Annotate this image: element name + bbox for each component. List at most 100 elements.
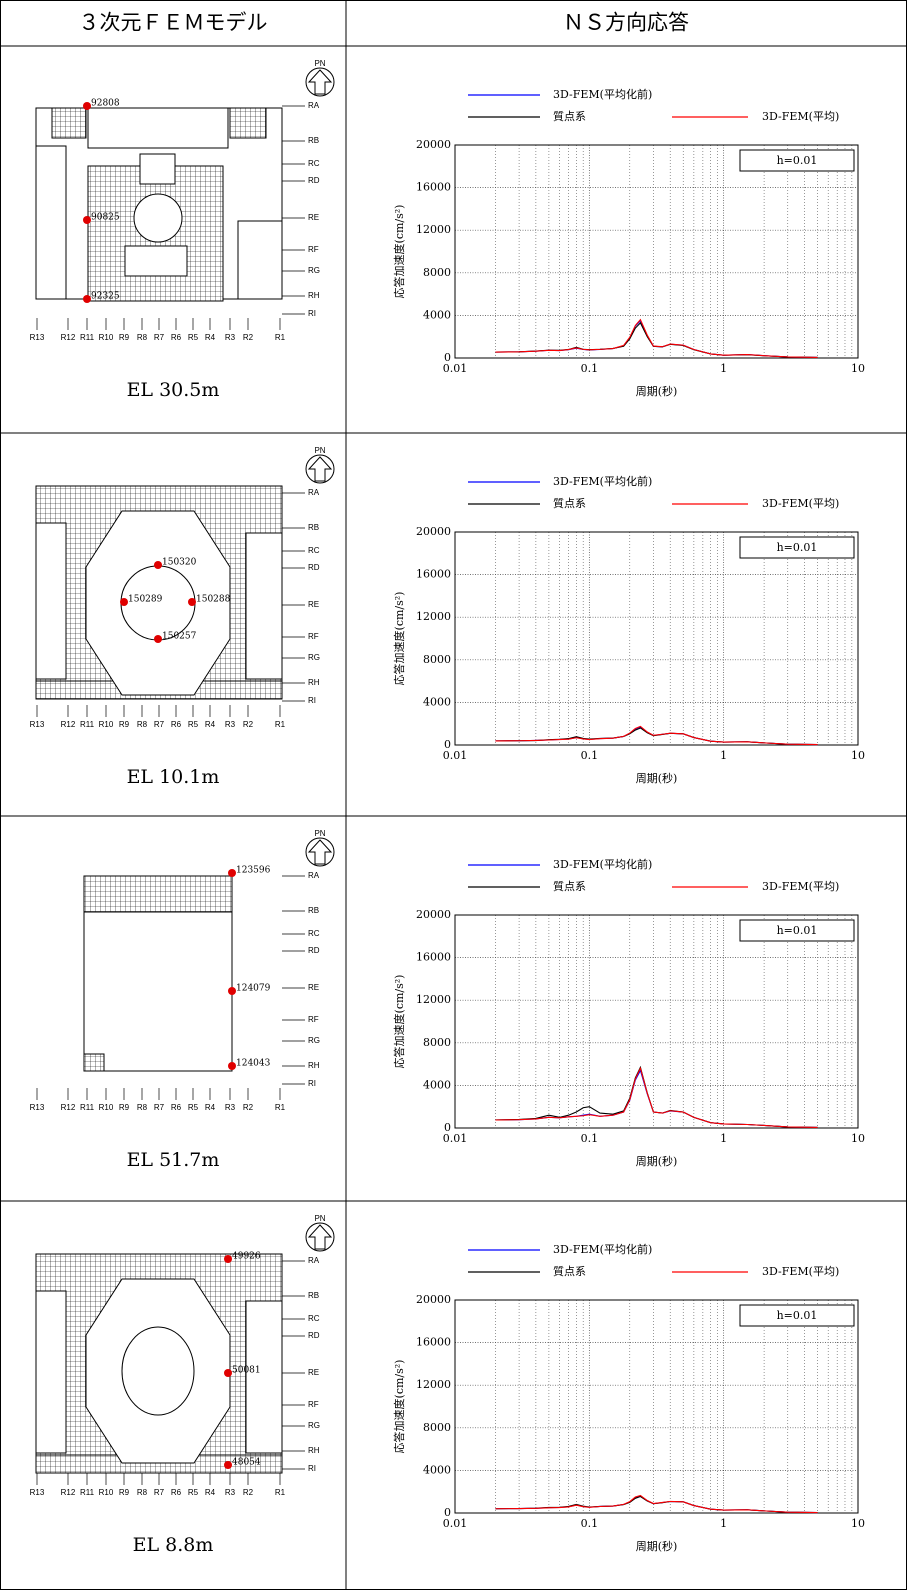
- chart: 0.01 0.1 1 10 0 4000 8000 12000 16000 20000 3D-FEM…: [392, 87, 865, 398]
- x-tick-label: 10: [851, 749, 865, 762]
- grid-row-label: RH: [308, 678, 320, 687]
- legend-label: 3D-FEM(平均化前): [553, 87, 652, 101]
- grid-col-label: R4: [205, 1103, 216, 1112]
- grid-row-label: RI: [308, 1464, 316, 1473]
- plot-area: [455, 532, 858, 745]
- grid-row-label: RA: [308, 1256, 320, 1265]
- grid-col-label: R1: [275, 1488, 286, 1497]
- y-axis-title: 応答加速度(cm/s²): [392, 205, 406, 299]
- y-tick-label: 4000: [423, 308, 451, 321]
- grid-row-label: RI: [308, 696, 316, 705]
- model-cell: RA RB RC RD RE RF RG RH RI R13 R12 R11 R10 R9 R8 R7 R6 R5…: [30, 1214, 335, 1556]
- series-line: [495, 1066, 818, 1129]
- grid-row-label: RB: [308, 523, 319, 532]
- building-block: [139, 153, 176, 185]
- grid-row-label: RE: [308, 983, 319, 992]
- north-circle: [305, 1222, 335, 1252]
- y-tick-label: 12000: [416, 610, 451, 623]
- node-label: 92808: [91, 99, 120, 109]
- grid-col-label: R13: [30, 1488, 45, 1497]
- legend-label: 3D-FEM(平均化前): [553, 857, 652, 871]
- node-label: 150320: [162, 558, 197, 568]
- grid-row-label: RF: [308, 632, 319, 641]
- y-tick-label: 16000: [416, 951, 451, 964]
- annotation: h=0.01: [777, 154, 818, 167]
- grid-row-label: RB: [308, 906, 319, 915]
- grid-row-label: RC: [308, 1314, 320, 1323]
- node-label: 48054: [232, 1458, 261, 1468]
- y-tick-label: 16000: [416, 1336, 451, 1349]
- annotation: h=0.01: [777, 1309, 818, 1322]
- y-tick-label: 12000: [416, 223, 451, 236]
- grid-row-label: RI: [308, 1079, 316, 1088]
- y-tick-label: 12000: [416, 1378, 451, 1391]
- node-marker: [188, 598, 196, 606]
- grid-row-label: RF: [308, 245, 319, 254]
- grid-col-label: R3: [225, 333, 236, 342]
- node-marker: [228, 869, 236, 877]
- y-tick-label: 12000: [416, 993, 451, 1006]
- grid-col-label: R11: [80, 333, 95, 342]
- node-marker: [154, 635, 162, 643]
- grid-col-label: R7: [154, 1103, 165, 1112]
- y-tick-label: 20000: [416, 138, 451, 151]
- north-circle: [305, 67, 335, 97]
- x-tick-label: 0.01: [443, 749, 468, 762]
- grid-row-label: RE: [308, 600, 319, 609]
- mesh-region: [51, 107, 87, 139]
- node-label: 124043: [236, 1059, 271, 1069]
- y-tick-label: 16000: [416, 568, 451, 581]
- node-marker: [224, 1369, 232, 1377]
- x-tick-label: 10: [851, 362, 865, 375]
- grid-row-label: RG: [308, 1036, 320, 1045]
- series-line: [495, 318, 818, 359]
- x-tick-label: 0.1: [581, 1517, 599, 1530]
- grid-col-label: R12: [61, 1103, 76, 1112]
- grid-row-label: RA: [308, 488, 320, 497]
- node-label: 124079: [236, 984, 271, 994]
- annotation-box: [739, 149, 855, 172]
- legend-label: 質点系: [553, 1264, 586, 1278]
- grid-col-label: R1: [275, 333, 286, 342]
- grid-col-label: R1: [275, 720, 286, 729]
- grid-col-label: R2: [243, 720, 254, 729]
- y-tick-label: 0: [444, 1506, 451, 1519]
- x-tick-label: 0.01: [443, 362, 468, 375]
- north-circle: [305, 837, 335, 867]
- legend-label: 質点系: [553, 109, 586, 123]
- grid-col-label: R4: [205, 333, 216, 342]
- chart: 0.01 0.1 1 10 0 4000 8000 12000 16000 20000 3D-FEM…: [392, 474, 865, 785]
- north-circle: [305, 454, 335, 484]
- grid-col-label: R8: [137, 1488, 148, 1497]
- octagon-wall: [85, 1278, 231, 1464]
- grid-col-label: R4: [205, 1488, 216, 1497]
- node-marker: [224, 1461, 232, 1469]
- building-block: [35, 1290, 67, 1454]
- node-label: 90825: [91, 213, 120, 223]
- grid-col-label: R6: [171, 720, 182, 729]
- legend-label: 3D-FEM(平均化前): [553, 474, 652, 488]
- grid-col-label: R5: [188, 720, 199, 729]
- y-tick-label: 20000: [416, 908, 451, 921]
- x-tick-label: 0.1: [581, 749, 599, 762]
- y-tick-label: 0: [444, 351, 451, 364]
- north-arrow: [307, 69, 333, 95]
- grid-row-label: RC: [308, 159, 320, 168]
- grid-col-label: R12: [61, 720, 76, 729]
- y-tick-label: 4000: [423, 1078, 451, 1091]
- y-tick-label: 16000: [416, 181, 451, 194]
- elevation-label: EL 30.5m: [127, 379, 220, 401]
- north-label: PN: [314, 446, 325, 455]
- grid-col-label: R10: [99, 1488, 114, 1497]
- grid-col-label: R1: [275, 1103, 286, 1112]
- elevation-label: EL 10.1m: [127, 766, 220, 788]
- grid-col-label: R6: [171, 1103, 182, 1112]
- x-axis-title: 周期(秒): [636, 1539, 678, 1553]
- y-tick-label: 20000: [416, 1293, 451, 1306]
- grid-col-label: R7: [154, 333, 165, 342]
- grid-row-label: RA: [308, 101, 320, 110]
- grid-row-label: RD: [308, 563, 320, 572]
- plot-frame: [454, 531, 859, 746]
- node-label: 49926: [232, 1252, 261, 1262]
- model-cell: RA RB RC RD RE RF RG RH RI R13 R12 R11 R10 R9 R8 R7 R6 R5…: [30, 829, 335, 1171]
